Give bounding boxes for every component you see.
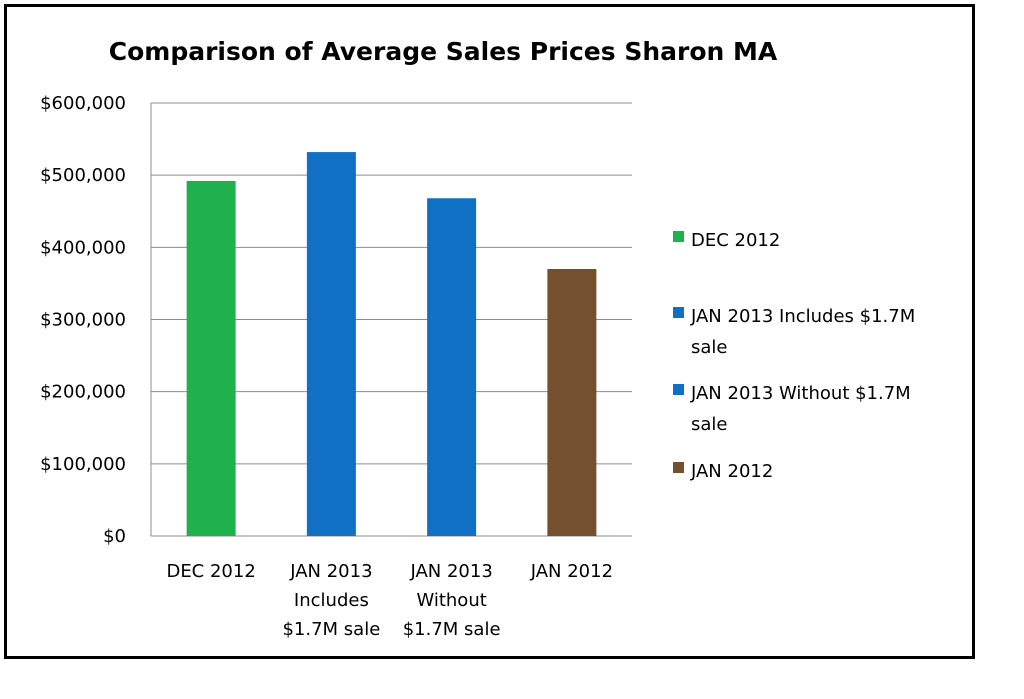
y-axis-ticks: $0 $100,000 $200,000 $300,000 $400,000 $500,0… xyxy=(40,93,126,547)
chart-title: Comparison of Average Sales Prices Sharo… xyxy=(109,37,778,66)
y-tick-label: $500,000 xyxy=(40,165,126,186)
legend-swatch xyxy=(673,307,684,318)
x-tick-label: JAN 2013 Without $1.7M sale xyxy=(403,561,501,640)
legend-swatch xyxy=(673,384,684,395)
y-tick-label: $200,000 xyxy=(40,382,126,403)
x-tick-label: JAN 2012 xyxy=(530,561,613,582)
legend-entry: JAN 2013 Without $1.7M sale xyxy=(690,383,911,435)
y-tick-label: $600,000 xyxy=(40,93,126,114)
bar xyxy=(547,268,597,536)
y-tick-label: $0 xyxy=(103,526,126,547)
legend-entry: JAN 2012 xyxy=(690,461,773,482)
y-tick-label: $100,000 xyxy=(40,454,126,475)
legend: DEC 2012 JAN 2013 Includes $1.7M sale JAN 2… xyxy=(673,230,915,482)
legend-entry: JAN 2013 Includes $1.7M sale xyxy=(690,306,915,358)
legend-entry: DEC 2012 xyxy=(691,230,780,251)
bar xyxy=(186,180,236,536)
bars xyxy=(186,152,597,536)
legend-swatch xyxy=(673,462,684,473)
bar xyxy=(306,152,356,536)
bar xyxy=(427,198,477,536)
legend-swatch xyxy=(673,231,684,242)
y-tick-label: $300,000 xyxy=(40,310,126,331)
bar-chart: Comparison of Average Sales Prices Sharo… xyxy=(40,37,915,640)
x-tick-label: DEC 2012 xyxy=(166,561,255,582)
y-tick-label: $400,000 xyxy=(40,237,126,258)
x-tick-label: JAN 2013 Includes $1.7M sale xyxy=(282,561,380,640)
chart-frame: Comparison of Average Sales Prices Sharo… xyxy=(4,4,975,659)
x-axis-categories: DEC 2012 JAN 2013 Includes $1.7M sale JAN 20… xyxy=(166,561,613,640)
